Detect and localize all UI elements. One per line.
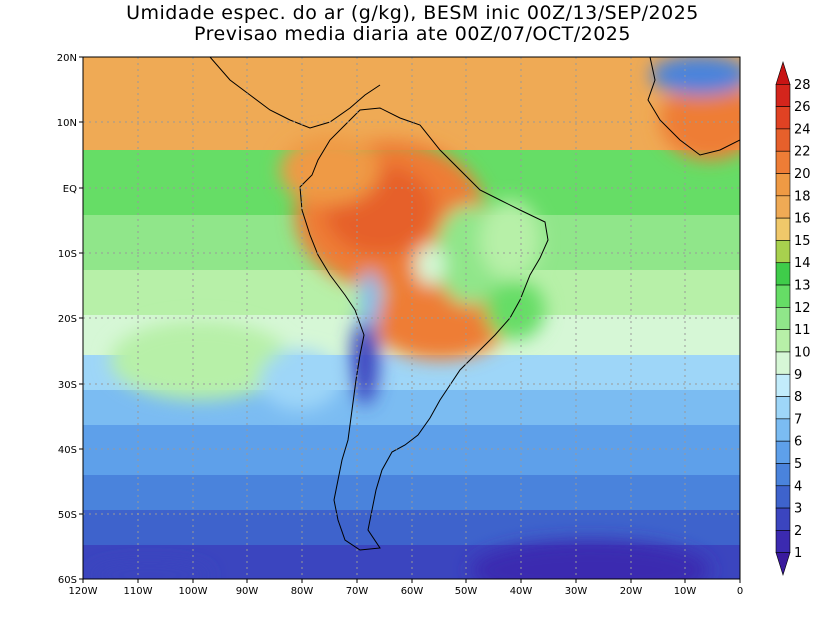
- colorbar-swatch: [775, 329, 791, 353]
- map-title-line1: Umidade espec. do ar (g/kg), BESM inic 0…: [126, 2, 699, 24]
- colorbar-label: 3: [794, 502, 802, 517]
- lon-label: 20W: [620, 586, 643, 597]
- colorbar-swatch: [775, 396, 791, 420]
- latitude-labels: 20N 10N EQ 10S 20S 30S 40S 50S 60S: [57, 53, 77, 586]
- colorbar-label: 2: [794, 524, 802, 539]
- colorbar-swatch: [775, 217, 791, 241]
- colorbar-swatch: [775, 530, 791, 553]
- lon-label: 90W: [236, 586, 259, 597]
- colorbar-swatch: [775, 440, 791, 464]
- lon-label: 70W: [346, 586, 369, 597]
- colorbar-label: 7: [794, 412, 802, 427]
- colorbar-label: 13: [794, 279, 811, 294]
- colorbar-label: 24: [794, 122, 811, 137]
- colorbar-swatch: [775, 128, 791, 152]
- colorbar-label: 20: [794, 167, 811, 182]
- humidity-field: [83, 57, 740, 579]
- longitude-labels: 120W 110W 100W 90W 80W 70W 60W 50W 40W 3…: [69, 586, 744, 597]
- colorbar-label: 22: [794, 145, 811, 160]
- lon-label: 10W: [674, 586, 697, 597]
- colorbar-label: 8: [794, 390, 802, 405]
- map-title-line2: Previsao media diaria ate 00Z/07/OCT/202…: [194, 23, 631, 45]
- colorbar-label: 1: [794, 546, 802, 561]
- lon-label: 50W: [455, 586, 478, 597]
- colorbar-swatch: [775, 284, 791, 308]
- lon-label: 30W: [565, 586, 588, 597]
- lon-label: 110W: [124, 586, 153, 597]
- colorbar-label: 26: [794, 100, 811, 115]
- colorbar-swatch: [775, 485, 791, 509]
- colorbar-label: 12: [794, 301, 811, 316]
- lon-label: 120W: [69, 586, 98, 597]
- lon-label: 80W: [291, 586, 314, 597]
- lat-label: 10S: [58, 249, 77, 260]
- colorbar-swatch: [775, 373, 791, 397]
- lon-label: 100W: [179, 586, 208, 597]
- colorbar-swatch: [775, 240, 791, 264]
- lon-label: 40W: [510, 586, 533, 597]
- colorbar-label: 9: [794, 368, 802, 383]
- lat-label: 60S: [58, 575, 77, 586]
- lon-label: 60W: [401, 586, 424, 597]
- colorbar-label: 16: [794, 212, 811, 227]
- lat-label: 50S: [58, 510, 77, 521]
- colorbar-swatch: [775, 351, 791, 375]
- coastlines: [209, 57, 740, 551]
- colorbar-swatch: [775, 507, 791, 531]
- colorbar-label: 28: [794, 78, 811, 93]
- colorbar-swatch: [775, 60, 791, 85]
- graticule: [83, 57, 740, 579]
- colorbar-swatch: [775, 195, 791, 219]
- colorbar-label: 4: [794, 479, 802, 494]
- lat-label: 30S: [58, 380, 77, 391]
- lat-label: 20N: [57, 53, 77, 64]
- colorbar-swatch: [775, 150, 791, 174]
- colorbar-swatch: [775, 106, 791, 130]
- lat-label: 40S: [58, 445, 77, 456]
- colorbar-swatch: [775, 307, 791, 330]
- colorbar-label: 18: [794, 189, 811, 204]
- colorbar-label: 5: [794, 457, 802, 472]
- colorbar-label: 14: [794, 256, 811, 271]
- colorbar-label: 11: [794, 323, 811, 338]
- lat-label: 20S: [58, 314, 77, 325]
- colorbar-swatch: [775, 262, 791, 286]
- lat-label: EQ: [63, 184, 77, 195]
- colorbar-swatch: [775, 84, 791, 107]
- colorbar-label: 15: [794, 234, 811, 249]
- tick-marks: [79, 56, 741, 583]
- colorbar-swatch: [775, 552, 791, 577]
- colorbar-label: 6: [794, 435, 802, 450]
- lon-label: 0: [737, 586, 743, 597]
- colorbar-swatch: [775, 463, 791, 487]
- colorbar-swatch: [775, 173, 791, 197]
- colorbar-swatch: [775, 418, 791, 442]
- colorbar-label: 10: [794, 345, 811, 360]
- lat-label: 10N: [57, 118, 77, 129]
